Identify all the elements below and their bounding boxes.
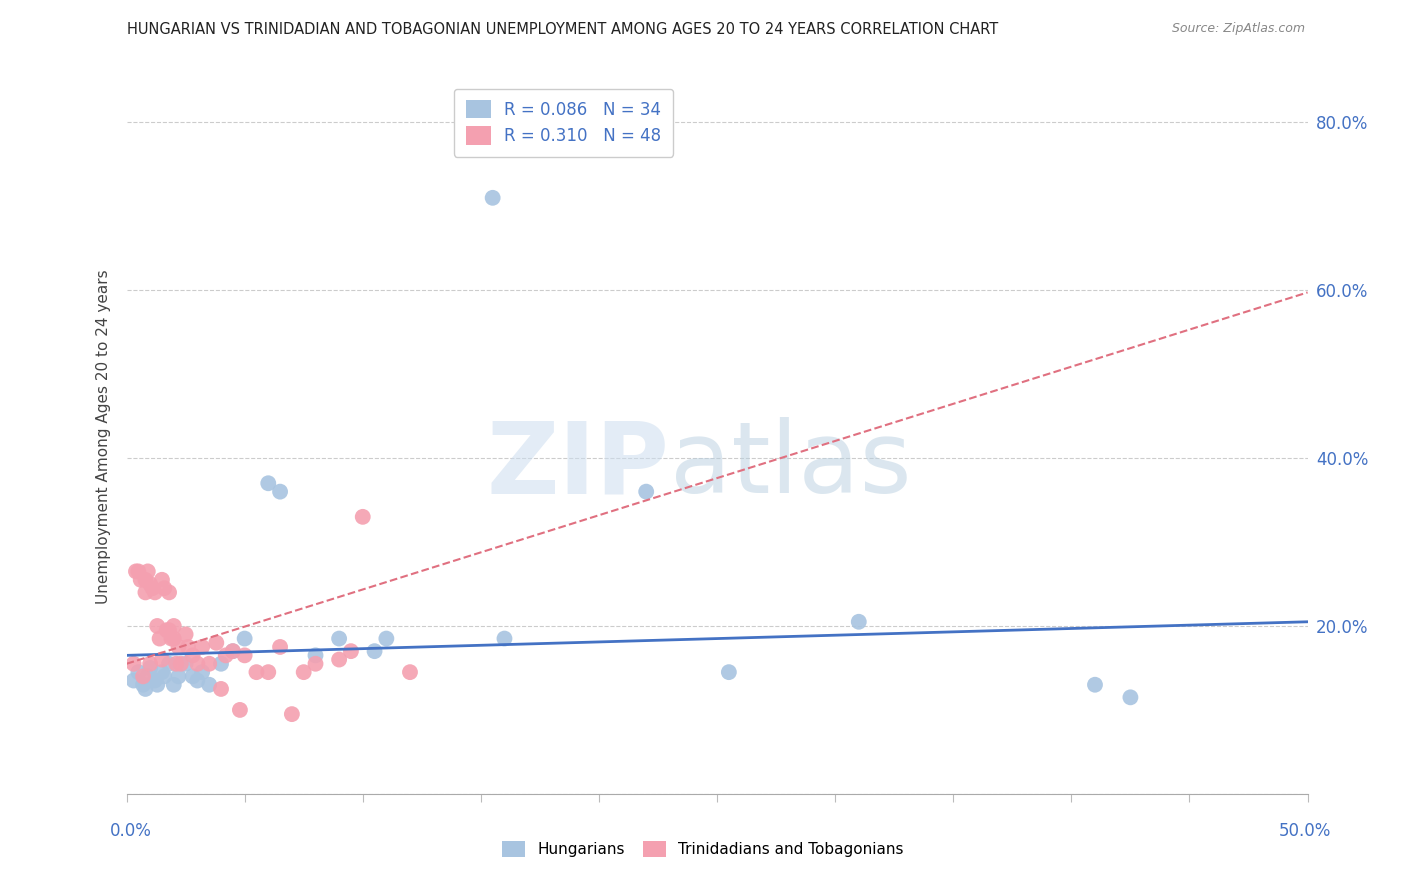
Point bbox=[181, 669, 204, 683]
Point bbox=[215, 648, 238, 663]
Point bbox=[245, 665, 267, 680]
Text: HUNGARIAN VS TRINIDADIAN AND TOBAGONIAN UNEMPLOYMENT AMONG AGES 20 TO 24 YEARS C: HUNGARIAN VS TRINIDADIAN AND TOBAGONIAN … bbox=[127, 22, 998, 37]
Point bbox=[143, 585, 166, 599]
Text: atlas: atlas bbox=[669, 417, 911, 514]
Point bbox=[848, 615, 870, 629]
Point bbox=[134, 573, 156, 587]
Point bbox=[163, 632, 186, 646]
Point bbox=[170, 657, 193, 671]
Y-axis label: Unemployment Among Ages 20 to 24 years: Unemployment Among Ages 20 to 24 years bbox=[96, 269, 111, 605]
Point bbox=[177, 640, 200, 654]
Point bbox=[146, 678, 169, 692]
Point bbox=[149, 632, 172, 646]
Point bbox=[481, 191, 503, 205]
Point bbox=[209, 681, 232, 696]
Point bbox=[186, 673, 208, 688]
Point bbox=[134, 681, 156, 696]
Point bbox=[352, 509, 374, 524]
Point bbox=[233, 632, 256, 646]
Point bbox=[153, 581, 176, 595]
Point bbox=[153, 669, 176, 683]
Point bbox=[328, 652, 350, 666]
Point bbox=[150, 573, 173, 587]
Point bbox=[281, 707, 304, 722]
Point bbox=[222, 644, 245, 658]
Point bbox=[363, 644, 385, 658]
Point bbox=[174, 657, 197, 671]
Point bbox=[157, 623, 180, 637]
Point bbox=[156, 623, 179, 637]
Point bbox=[139, 661, 162, 675]
Point bbox=[257, 665, 280, 680]
Point bbox=[191, 665, 214, 680]
Point bbox=[122, 673, 145, 688]
Point bbox=[198, 678, 221, 692]
Point bbox=[399, 665, 422, 680]
Point bbox=[257, 476, 280, 491]
Text: 0.0%: 0.0% bbox=[110, 822, 152, 840]
Point bbox=[181, 648, 204, 663]
Point bbox=[375, 632, 398, 646]
Point bbox=[328, 632, 350, 646]
Legend: Hungarians, Trinidadians and Tobagonians: Hungarians, Trinidadians and Tobagonians bbox=[495, 833, 911, 864]
Point bbox=[636, 484, 658, 499]
Point bbox=[163, 678, 186, 692]
Point bbox=[222, 644, 245, 658]
Point bbox=[167, 669, 190, 683]
Point bbox=[150, 652, 173, 666]
Point bbox=[136, 565, 159, 579]
Point bbox=[269, 640, 291, 654]
Point bbox=[1084, 678, 1107, 692]
Point bbox=[209, 657, 232, 671]
Point bbox=[132, 678, 155, 692]
Point bbox=[229, 703, 252, 717]
Point bbox=[125, 565, 148, 579]
Point bbox=[143, 673, 166, 688]
Point bbox=[157, 657, 180, 671]
Text: ZIP: ZIP bbox=[486, 417, 669, 514]
Point bbox=[127, 665, 149, 680]
Point bbox=[233, 648, 256, 663]
Point bbox=[198, 657, 221, 671]
Point bbox=[205, 636, 228, 650]
Text: Source: ZipAtlas.com: Source: ZipAtlas.com bbox=[1171, 22, 1305, 36]
Point bbox=[139, 577, 162, 591]
Point bbox=[717, 665, 740, 680]
Point bbox=[304, 657, 326, 671]
Point bbox=[167, 640, 190, 654]
Point bbox=[127, 565, 149, 579]
Point bbox=[340, 644, 363, 658]
Point bbox=[134, 585, 156, 599]
Point bbox=[157, 585, 180, 599]
Point bbox=[141, 581, 163, 595]
Text: 50.0%: 50.0% bbox=[1278, 822, 1331, 840]
Point bbox=[160, 632, 183, 646]
Point bbox=[269, 484, 291, 499]
Point bbox=[132, 669, 155, 683]
Point bbox=[292, 665, 315, 680]
Point bbox=[139, 657, 162, 671]
Point bbox=[146, 619, 169, 633]
Point bbox=[191, 640, 214, 654]
Point bbox=[136, 669, 159, 683]
Point bbox=[186, 657, 208, 671]
Point bbox=[1119, 690, 1142, 705]
Point bbox=[165, 657, 187, 671]
Point bbox=[494, 632, 516, 646]
Point bbox=[163, 619, 186, 633]
Legend: R = 0.086   N = 34, R = 0.310   N = 48: R = 0.086 N = 34, R = 0.310 N = 48 bbox=[454, 88, 673, 157]
Point bbox=[174, 627, 197, 641]
Point bbox=[304, 648, 326, 663]
Point bbox=[150, 665, 173, 680]
Point bbox=[122, 657, 145, 671]
Point bbox=[129, 573, 152, 587]
